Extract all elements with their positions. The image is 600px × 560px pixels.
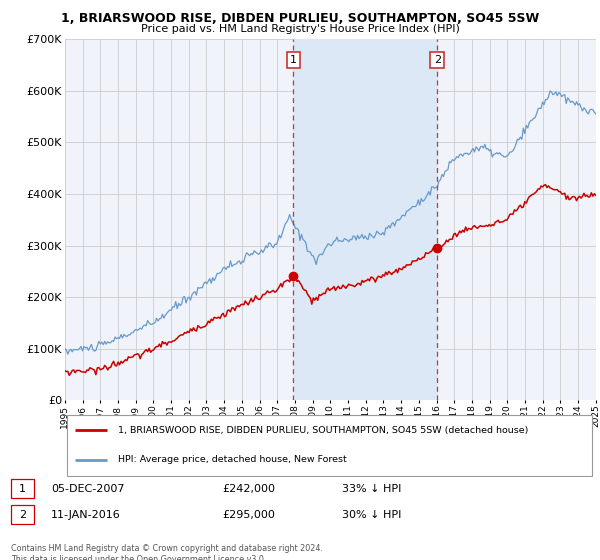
Text: Price paid vs. HM Land Registry's House Price Index (HPI): Price paid vs. HM Land Registry's House … (140, 24, 460, 34)
Text: £295,000: £295,000 (222, 510, 275, 520)
Text: 1: 1 (290, 55, 297, 65)
Text: 11-JAN-2016: 11-JAN-2016 (51, 510, 121, 520)
Text: 1: 1 (19, 484, 26, 494)
Text: 2: 2 (19, 510, 26, 520)
Text: 1, BRIARSWOOD RISE, DIBDEN PURLIEU, SOUTHAMPTON, SO45 5SW: 1, BRIARSWOOD RISE, DIBDEN PURLIEU, SOUT… (61, 12, 539, 25)
Bar (11, 505, 34, 524)
FancyBboxPatch shape (67, 416, 592, 476)
Text: 1, BRIARSWOOD RISE, DIBDEN PURLIEU, SOUTHAMPTON, SO45 5SW (detached house): 1, BRIARSWOOD RISE, DIBDEN PURLIEU, SOUT… (118, 426, 528, 435)
Text: HPI: Average price, detached house, New Forest: HPI: Average price, detached house, New … (118, 455, 347, 464)
Bar (11, 479, 34, 498)
Text: 05-DEC-2007: 05-DEC-2007 (51, 484, 125, 494)
Text: 33% ↓ HPI: 33% ↓ HPI (342, 484, 401, 494)
Text: £242,000: £242,000 (222, 484, 275, 494)
Text: 2: 2 (434, 55, 441, 65)
Bar (293, 39, 437, 400)
Text: Contains HM Land Registry data © Crown copyright and database right 2024.
This d: Contains HM Land Registry data © Crown c… (11, 544, 323, 560)
Text: 30% ↓ HPI: 30% ↓ HPI (342, 510, 401, 520)
